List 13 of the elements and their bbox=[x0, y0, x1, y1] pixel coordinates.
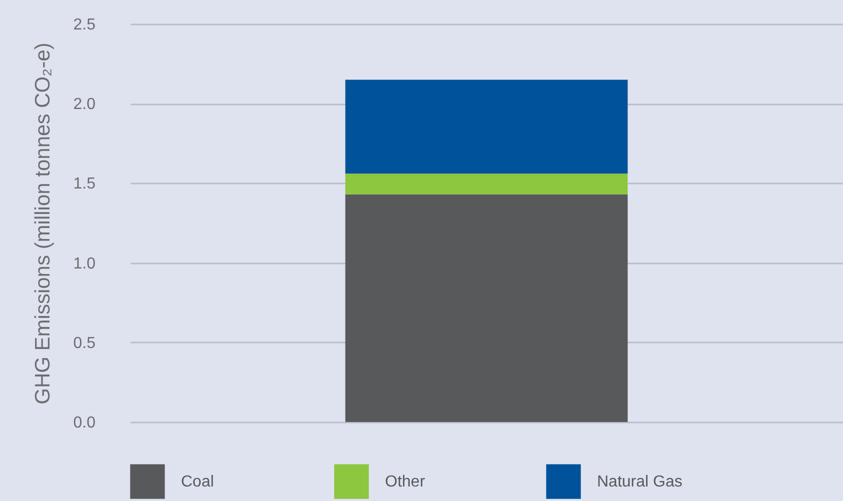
legend-label: Other bbox=[385, 474, 426, 491]
legend-label: Natural Gas bbox=[597, 474, 682, 491]
bar bbox=[345, 194, 628, 422]
y-axis-title: GHG Emissions (million tonnes CO₂-e) bbox=[31, 42, 54, 404]
bar bbox=[345, 80, 628, 174]
y-tick-label: 1.0 bbox=[73, 255, 96, 272]
y-tick-label: 2.0 bbox=[73, 96, 96, 114]
bar bbox=[345, 174, 628, 194]
y-tick-label: 1.5 bbox=[73, 176, 96, 193]
y-tick-label: 0.5 bbox=[73, 334, 96, 352]
y-tick-label: 0.0 bbox=[73, 414, 96, 432]
y-tick-label: 2.5 bbox=[73, 16, 96, 34]
legend-label: Coal bbox=[181, 474, 214, 491]
